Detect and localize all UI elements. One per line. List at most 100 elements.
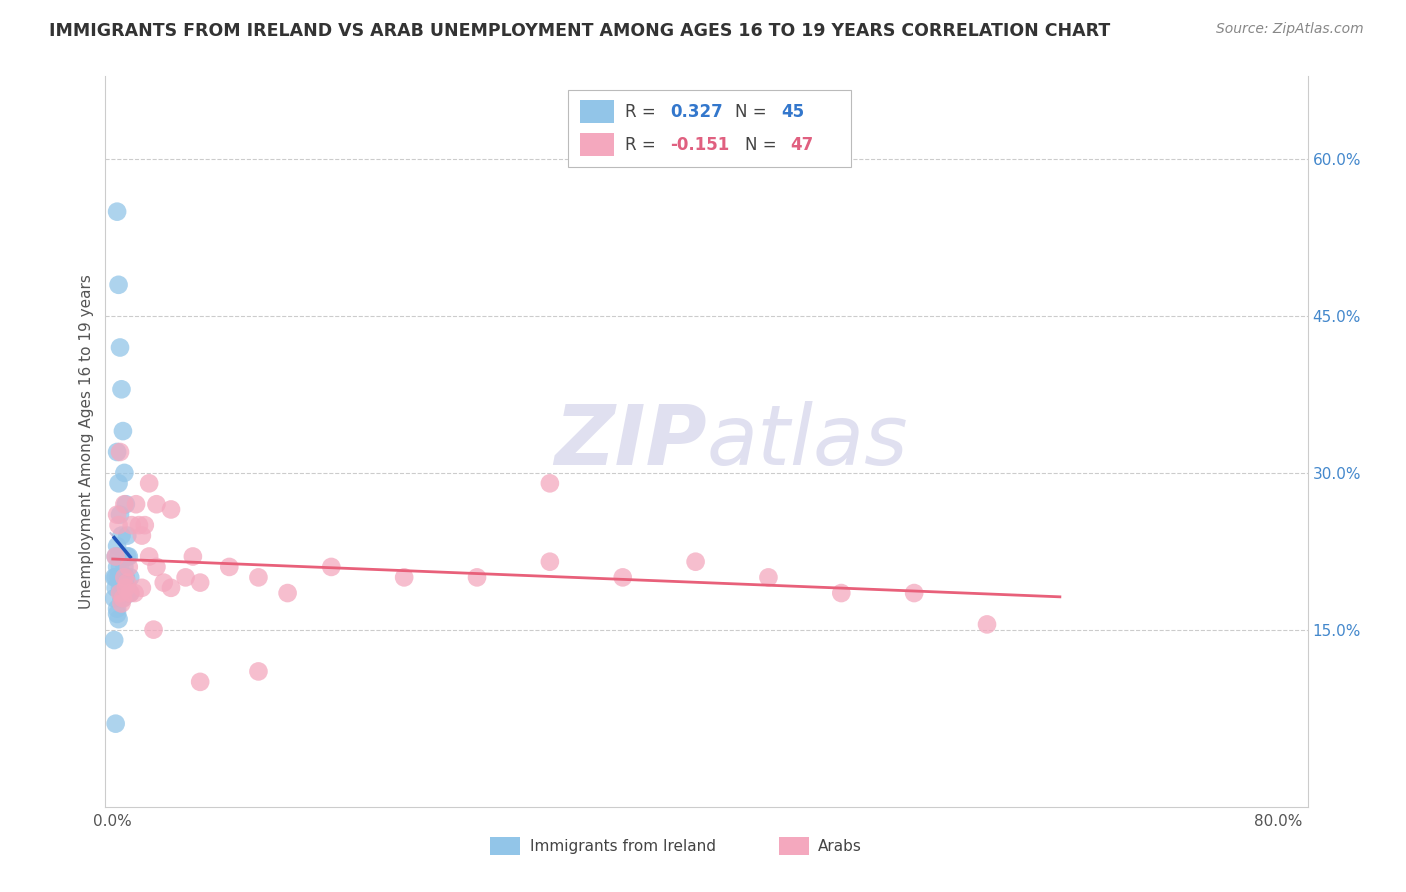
Text: Immigrants from Ireland: Immigrants from Ireland (530, 838, 716, 854)
Point (111, 591, 134, 606)
Point (145, 560, 167, 574)
Point (218, 560, 240, 574)
Point (247, 665, 270, 679)
Point (103, 633, 125, 648)
Point (110, 382, 132, 396)
Bar (779, 837, 808, 855)
Point (181, 549, 204, 564)
Point (538, 476, 561, 491)
Point (104, 549, 127, 564)
Text: 47: 47 (790, 136, 814, 153)
Point (105, 539, 128, 553)
Text: IMMIGRANTS FROM IRELAND VS ARAB UNEMPLOYMENT AMONG AGES 16 TO 19 YEARS CORRELATI: IMMIGRANTS FROM IRELAND VS ARAB UNEMPLOY… (49, 22, 1111, 40)
Point (465, 570, 488, 584)
Point (111, 581, 134, 595)
Point (124, 586, 146, 600)
Point (903, 586, 925, 600)
Point (120, 586, 142, 600)
Point (107, 549, 129, 564)
Point (107, 570, 129, 584)
Text: 0.327: 0.327 (671, 103, 723, 120)
Point (112, 570, 135, 584)
Point (174, 570, 197, 584)
Point (160, 581, 183, 595)
Point (118, 586, 141, 600)
Point (104, 716, 127, 731)
Point (108, 508, 131, 522)
Point (105, 560, 128, 574)
Point (976, 617, 998, 632)
Text: -0.151: -0.151 (671, 136, 730, 153)
Point (120, 570, 142, 584)
Point (138, 549, 160, 564)
Text: R =: R = (624, 103, 661, 120)
Point (152, 575, 174, 590)
Point (117, 549, 139, 564)
Point (538, 555, 561, 569)
Point (115, 581, 138, 595)
Point (142, 623, 165, 637)
Text: Arabs: Arabs (818, 838, 862, 854)
Point (108, 445, 131, 459)
Point (117, 581, 139, 595)
Point (108, 341, 131, 355)
Text: atlas: atlas (707, 401, 908, 482)
Point (247, 570, 270, 584)
Point (108, 560, 131, 574)
Point (138, 476, 160, 491)
Point (188, 575, 211, 590)
Point (104, 570, 127, 584)
Point (612, 570, 634, 584)
Point (110, 597, 132, 611)
Bar (491, 837, 520, 855)
Point (105, 508, 128, 522)
Point (115, 570, 138, 584)
Point (120, 586, 142, 600)
Point (125, 497, 148, 511)
Point (112, 466, 135, 480)
Point (103, 591, 125, 606)
Point (118, 549, 141, 564)
Point (110, 570, 132, 584)
Point (160, 502, 183, 516)
Point (392, 570, 415, 584)
Point (112, 560, 135, 574)
Point (117, 586, 139, 600)
Point (145, 497, 167, 511)
Point (112, 586, 135, 600)
Point (107, 476, 129, 491)
Point (321, 560, 343, 574)
Text: N =: N = (745, 136, 782, 153)
Point (108, 581, 131, 595)
Point (111, 424, 134, 438)
Point (112, 497, 135, 511)
Point (107, 277, 129, 292)
Point (128, 518, 150, 533)
Point (131, 528, 153, 542)
Point (117, 575, 139, 590)
Text: Source: ZipAtlas.com: Source: ZipAtlas.com (1216, 22, 1364, 37)
Point (112, 581, 135, 595)
Text: R =: R = (624, 136, 661, 153)
Point (111, 570, 134, 584)
Text: 45: 45 (782, 103, 804, 120)
Text: ZIP: ZIP (554, 401, 707, 482)
Point (104, 581, 127, 595)
Point (105, 204, 128, 219)
Point (758, 570, 780, 584)
Point (104, 549, 127, 564)
Bar (581, 133, 614, 156)
Point (107, 518, 129, 533)
Point (121, 518, 143, 533)
Point (105, 445, 128, 459)
Point (117, 528, 139, 542)
Point (105, 607, 128, 621)
Point (107, 612, 129, 626)
Point (108, 586, 131, 600)
Text: N =: N = (735, 103, 772, 120)
Point (685, 555, 707, 569)
Point (134, 518, 156, 533)
Point (131, 581, 153, 595)
Bar (581, 100, 614, 123)
Point (105, 601, 128, 615)
